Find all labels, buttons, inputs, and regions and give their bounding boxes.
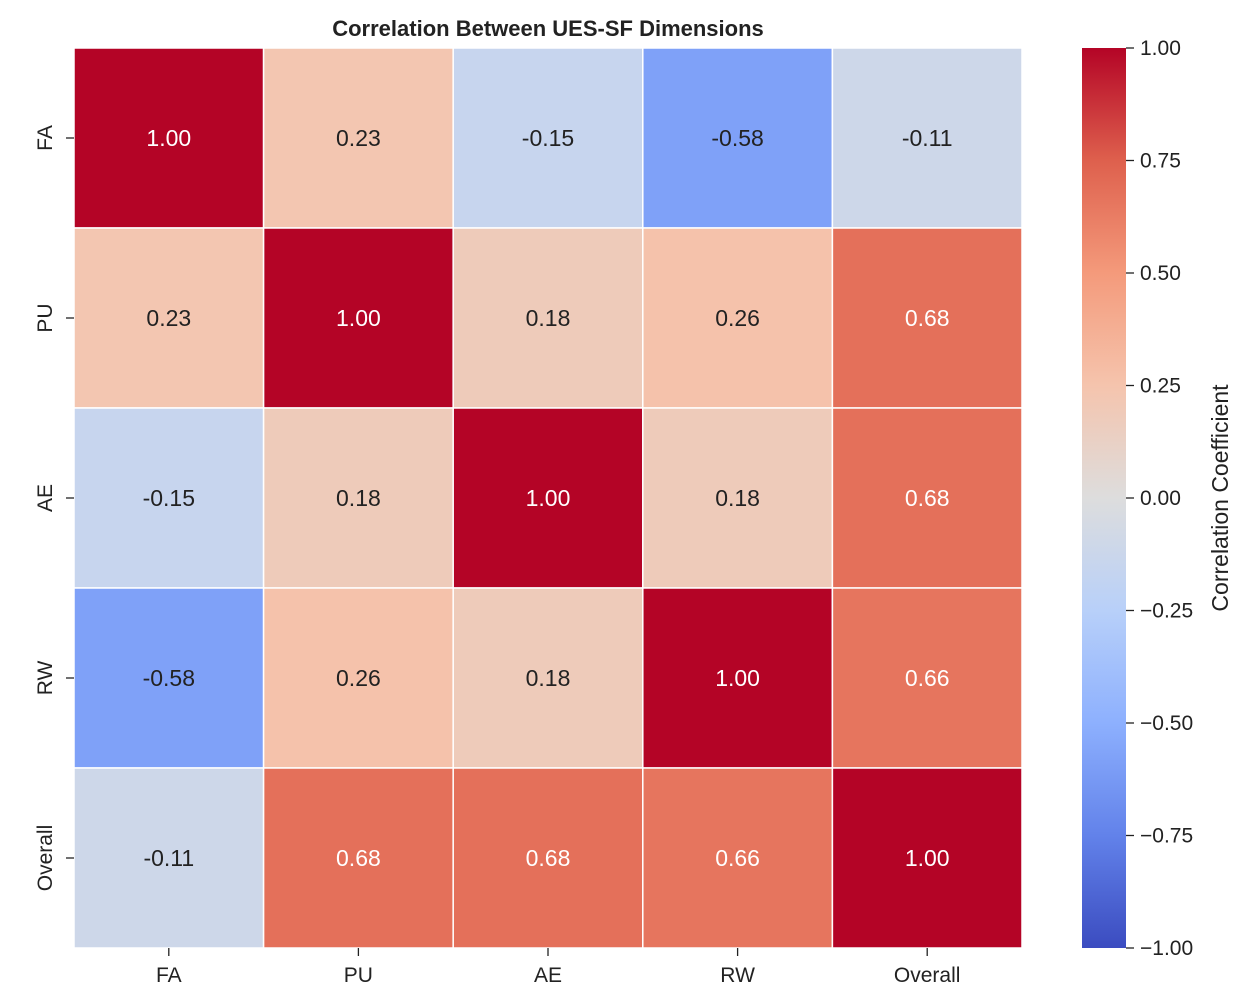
y-axis: FA PU AE RW Overall (34, 125, 74, 891)
cell-overall-fa (73, 767, 265, 949)
cell-value-label: -0.15 (522, 125, 574, 151)
x-tick-label-overall: Overall (894, 964, 961, 987)
y-tick-label-overall: Overall (34, 825, 57, 892)
x-axis: FA PU AE RW Overall (156, 948, 961, 987)
cell-value-label: -0.11 (143, 845, 194, 871)
cell-value-label: -0.15 (143, 485, 195, 511)
colorbar-gradient (1082, 48, 1126, 948)
cell-pu-fa (73, 227, 265, 409)
cell-value-label: 0.23 (336, 125, 381, 151)
cell-ae-pu (262, 407, 454, 589)
cell-value-label: 1.00 (526, 485, 571, 511)
cell-value-label: -0.58 (143, 665, 195, 691)
cell-fa-pu (262, 47, 454, 229)
cell-pu-overall (831, 227, 1023, 409)
y-tick-label-fa: FA (34, 125, 57, 151)
x-tick-label-fa: FA (156, 964, 182, 987)
cell-value-label: 0.18 (526, 665, 571, 691)
cell-overall-overall (831, 767, 1023, 949)
cell-value-label: 0.18 (715, 485, 760, 511)
cell-value-label: 0.26 (715, 305, 760, 331)
cell-value-label: 0.26 (336, 665, 381, 691)
cell-value-label: 1.00 (905, 845, 950, 871)
colorbar-tick-label: 0.50 (1140, 262, 1181, 285)
cell-value-label: 0.23 (146, 305, 191, 331)
cell-overall-ae (452, 767, 644, 949)
cell-value-label: 0.68 (905, 305, 950, 331)
cell-rw-pu (262, 587, 454, 769)
x-tick-label-pu: PU (344, 964, 373, 987)
chart-title: Correlation Between UES-SF Dimensions (332, 16, 764, 41)
cell-rw-ae (452, 587, 644, 769)
cell-value-label: 0.18 (336, 485, 381, 511)
cell-ae-rw (642, 407, 834, 589)
cell-value-label: 0.68 (526, 845, 571, 871)
cell-value-label: 0.68 (905, 485, 950, 511)
cell-fa-overall (831, 47, 1023, 229)
cell-value-label: 0.66 (715, 845, 760, 871)
x-tick-label-rw: RW (720, 964, 755, 987)
y-tick-label-pu: PU (34, 303, 57, 332)
colorbar-tick-label: 0.25 (1140, 375, 1181, 398)
cell-value-label: 1.00 (715, 665, 760, 691)
cell-ae-overall (831, 407, 1023, 589)
y-tick-label-rw: RW (34, 661, 57, 696)
colorbar-tick-label: −0.75 (1140, 825, 1193, 848)
cell-value-label: 0.18 (526, 305, 571, 331)
cell-fa-rw (642, 47, 834, 229)
colorbar-tick-label: 0.75 (1140, 150, 1181, 173)
colorbar-tick-label: −0.50 (1140, 712, 1193, 735)
colorbar-tick-label: 0.00 (1140, 487, 1181, 510)
x-tick-label-ae: AE (534, 964, 562, 987)
colorbar-tick-label: −0.25 (1140, 600, 1193, 623)
cell-value-label: 1.00 (336, 305, 381, 331)
cell-fa-ae (452, 47, 644, 229)
colorbar-tick-label: −1.00 (1140, 937, 1193, 960)
cell-pu-ae (452, 227, 644, 409)
cell-value-label: 1.00 (146, 125, 191, 151)
cell-rw-overall (831, 587, 1023, 769)
cell-value-label: -0.11 (902, 125, 953, 151)
colorbar: 1.00 0.75 0.50 0.25 0.00 −0.25 −0.50 −0.75 −1.00 (1082, 37, 1193, 960)
cell-value-label: 0.68 (336, 845, 381, 871)
cell-ae-ae (452, 407, 644, 589)
cell-rw-rw (642, 587, 834, 769)
colorbar-tick-label: 1.00 (1140, 37, 1181, 60)
cell-overall-pu (262, 767, 454, 949)
colorbar-title: Correlation Coefficient (1207, 384, 1233, 612)
y-tick-label-ae: AE (34, 484, 57, 512)
heatmap-cell-labels: 1.00 0.23 -0.15 -0.58 -0.11 0.23 1.00 0.18 0.26 0… (143, 125, 953, 871)
cell-value-label: -0.58 (711, 125, 763, 151)
cell-fa-fa (73, 47, 265, 229)
heatmap-cells (73, 47, 1023, 949)
cell-value-label: 0.66 (905, 665, 950, 691)
